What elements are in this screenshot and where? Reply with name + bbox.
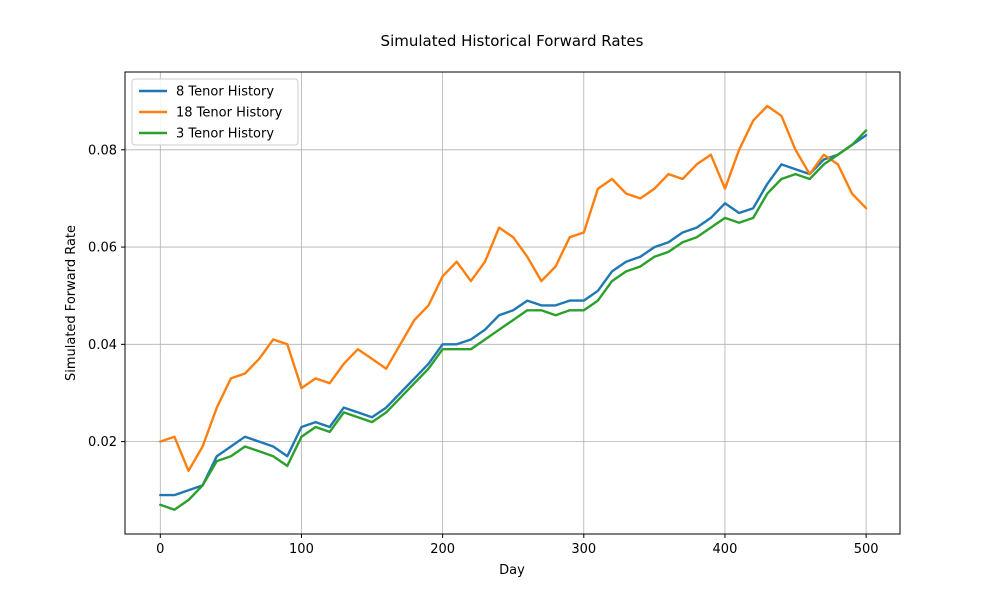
x-axis-ticks: 0 100 200 300 400 500 (156, 534, 879, 557)
legend-box (131, 78, 299, 146)
x-tick-label: 400 (713, 542, 738, 557)
y-axis-label: Simulated Forward Rate (64, 225, 79, 381)
legend-label: 18 Tenor History (176, 106, 283, 121)
y-tick-label: 0.02 (88, 435, 117, 450)
series-line-2 (159, 104, 868, 472)
y-tick-label: 0.08 (88, 143, 117, 158)
legend-label: 8 Tenor History (176, 85, 274, 100)
x-tick-label: 300 (571, 542, 596, 557)
x-tick-label: 500 (854, 542, 879, 557)
y-axis-ticks: 0.02 0.04 0.06 0.08 (88, 143, 125, 450)
x-tick-label: 200 (430, 542, 455, 557)
grid-lines (125, 72, 900, 534)
x-axis-label: Day (499, 563, 525, 578)
series-line-3 (159, 129, 868, 511)
plot-lines (159, 104, 868, 511)
plot-frame (124, 71, 901, 535)
y-tick-label: 0.06 (88, 241, 117, 256)
chart-title: Simulated Historical Forward Rates (381, 32, 644, 50)
y-tick-label: 0.04 (88, 338, 117, 353)
x-tick-label: 0 (156, 542, 164, 557)
series-line-1 (159, 133, 868, 497)
legend: 8 Tenor History 18 Tenor History 3 Tenor H… (131, 78, 299, 146)
legend-label: 3 Tenor History (176, 127, 274, 142)
x-tick-label: 100 (289, 542, 314, 557)
